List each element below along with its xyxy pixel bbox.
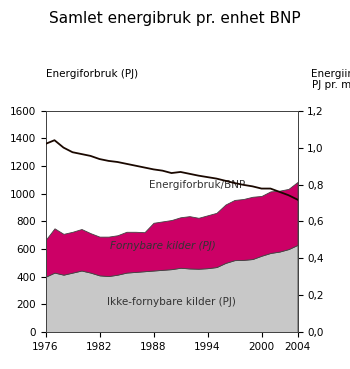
Text: Energiintensitet,
PJ pr. mill. kr: Energiintensitet, PJ pr. mill. kr bbox=[312, 69, 350, 90]
Text: Ikke-fornybare kilder (PJ): Ikke-fornybare kilder (PJ) bbox=[107, 297, 236, 307]
Text: Samlet energibruk pr. enhet BNP: Samlet energibruk pr. enhet BNP bbox=[49, 11, 301, 26]
Text: Fornybare kilder (PJ): Fornybare kilder (PJ) bbox=[110, 241, 215, 251]
Text: Energiforbruk (PJ): Energiforbruk (PJ) bbox=[46, 69, 138, 79]
Text: Energiforbruk/BNP: Energiforbruk/BNP bbox=[149, 180, 245, 190]
